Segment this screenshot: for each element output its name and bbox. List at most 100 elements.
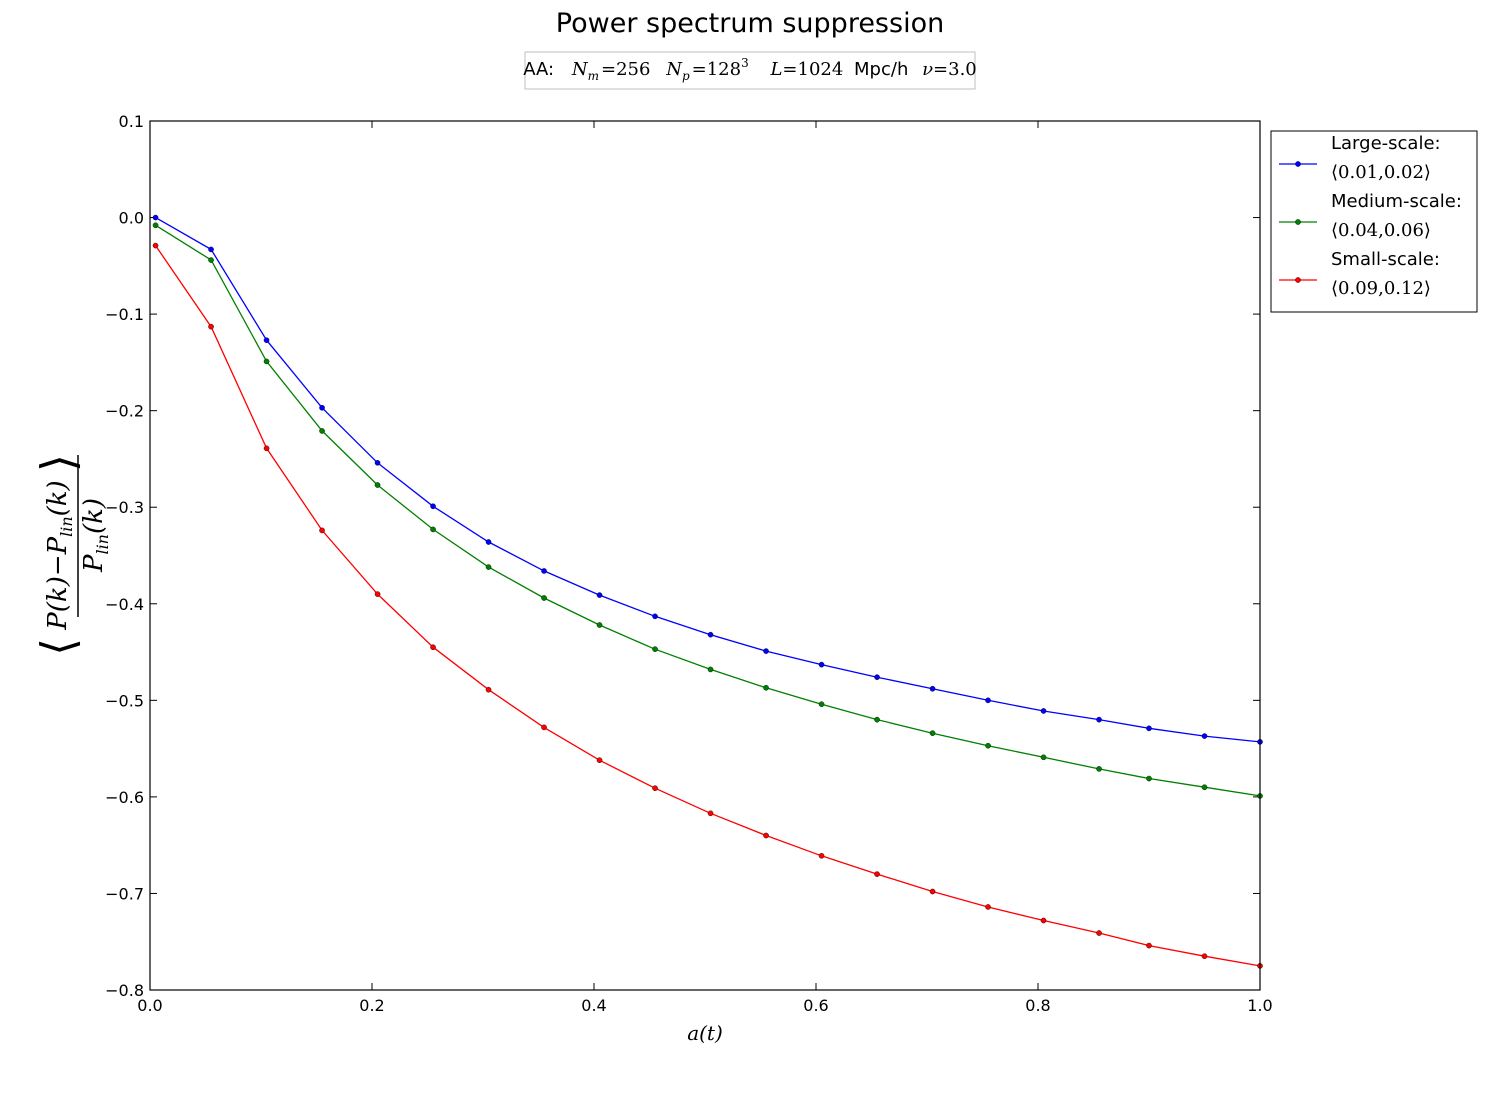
legend-item: Small-scale: ⟨0.09,0.12⟩ [1279, 249, 1440, 299]
x-tick-label: 1.0 [1247, 996, 1272, 1015]
data-point [874, 674, 880, 680]
legend-range-label: ⟨0.09,0.12⟩ [1331, 278, 1431, 299]
data-point [485, 686, 492, 693]
legend-label: Small-scale: [1331, 249, 1440, 270]
legend-range-label: ⟨0.04,0.06⟩ [1331, 220, 1431, 241]
subtitle-np-exp: 3 [741, 56, 749, 70]
series-line [155, 245, 1261, 967]
chart-title: Power spectrum suppression [556, 8, 944, 39]
data-point [263, 358, 270, 365]
data-point [430, 644, 436, 651]
data-point [152, 222, 159, 229]
subtitle-nm-sub: m [588, 69, 599, 83]
data-point [374, 482, 381, 488]
legend-label: Medium-scale: [1331, 191, 1462, 212]
data-point [263, 445, 270, 452]
data-point [430, 526, 436, 533]
data-point [319, 527, 325, 534]
svg-text:⟨ P(k)−Plin(k): ⟨ P(k)−Plin(k) ⟩ [31, 454, 85, 656]
data-point [1040, 917, 1047, 924]
series-layer [152, 214, 1263, 969]
legend-swatch-marker [1295, 277, 1301, 283]
subtitle-l-unit: Mpc/h [854, 59, 908, 80]
series-large-scale [152, 214, 1263, 745]
data-point [263, 337, 270, 343]
data-point [485, 539, 492, 545]
subtitle-l-value: =1024 [782, 59, 843, 80]
data-point [596, 622, 603, 628]
data-point [541, 568, 547, 574]
data-point [1146, 942, 1152, 949]
data-point [541, 724, 547, 731]
y-label-close-bracket: ⟩ [31, 454, 85, 472]
series-medium-scale [152, 222, 1263, 799]
legend-swatch-marker [1295, 161, 1301, 167]
series-small-scale [152, 242, 1263, 969]
data-point [652, 785, 658, 791]
subtitle-np-symbol: N [665, 59, 683, 80]
data-point [818, 852, 825, 859]
data-point [985, 742, 991, 749]
x-axis: 0.0 0.2 0.4 0.6 0.8 1.0 [137, 121, 1273, 1015]
data-point [1146, 725, 1152, 732]
data-point [596, 592, 603, 598]
data-point [874, 716, 880, 723]
subtitle-nu-value: =3.0 [933, 59, 977, 80]
y-tick-label: −0.6 [105, 788, 144, 807]
data-point [208, 257, 214, 263]
data-point [929, 685, 936, 692]
data-point [152, 242, 159, 249]
subtitle-np-sub: p [682, 69, 690, 83]
y-label-open-bracket: ⟨ [31, 638, 85, 656]
y-axis: 0.1 0.0 −0.1 −0.2 −0.3 −0.4 −0.5 −0.6 −0.7 −0.8 [105, 112, 1260, 1000]
legend-range-label: ⟨0.01,0.02⟩ [1331, 162, 1431, 183]
data-point [208, 246, 214, 253]
data-point [929, 730, 936, 736]
y-label-denominator: P [79, 554, 109, 573]
data-point [1146, 775, 1152, 782]
data-point [763, 832, 769, 839]
data-point [430, 503, 436, 510]
data-point [1201, 784, 1208, 791]
subtitle-nu-symbol: ν [922, 59, 933, 80]
data-point [707, 631, 714, 638]
data-point [208, 323, 214, 330]
data-point [818, 701, 825, 707]
data-point [1040, 754, 1047, 761]
data-point [374, 591, 381, 597]
series-line [155, 217, 1261, 743]
data-point [874, 871, 880, 877]
data-point [1096, 930, 1102, 936]
subtitle-nm-value: =256 [601, 59, 650, 80]
y-tick-label: −0.8 [105, 981, 144, 1000]
data-point [319, 404, 325, 411]
data-point [1096, 716, 1102, 723]
data-point [763, 684, 769, 691]
legend-item: Large-scale: ⟨0.01,0.02⟩ [1279, 133, 1441, 183]
x-axis-label: a(t) [687, 1021, 723, 1045]
data-point [541, 595, 547, 601]
subtitle-np-value: =128 [692, 59, 741, 80]
data-point [374, 460, 381, 466]
data-point [485, 564, 492, 570]
subtitle-box [524, 51, 976, 90]
y-tick-label: −0.1 [105, 305, 144, 324]
data-point [1201, 733, 1208, 739]
data-point [818, 661, 825, 668]
data-point [707, 810, 714, 817]
x-tick-label: 0.4 [581, 996, 606, 1015]
legend-swatch-marker [1295, 219, 1301, 225]
plot-frame [149, 120, 1261, 991]
svg-text:Plin(k): Plin(k) [79, 498, 112, 573]
chart-subtitle: AA: Nm =256 Np =1283 L=1024 Mpc/h ν=3.0 [523, 51, 977, 90]
series-line [155, 224, 1261, 797]
y-tick-label: −0.2 [105, 402, 144, 421]
subtitle-prefix: AA: [523, 59, 554, 80]
data-point [652, 646, 658, 652]
y-tick-label: −0.7 [105, 884, 144, 903]
legend-item: Medium-scale: ⟨0.04,0.06⟩ [1279, 191, 1462, 241]
y-axis-label: ⟨ P(k)−Plin(k) ⟩ Plin(k) [31, 454, 112, 656]
x-tick-label: 0.0 [137, 996, 162, 1015]
y-tick-label: 0.0 [119, 209, 144, 228]
y-tick-label: −0.3 [105, 498, 144, 517]
